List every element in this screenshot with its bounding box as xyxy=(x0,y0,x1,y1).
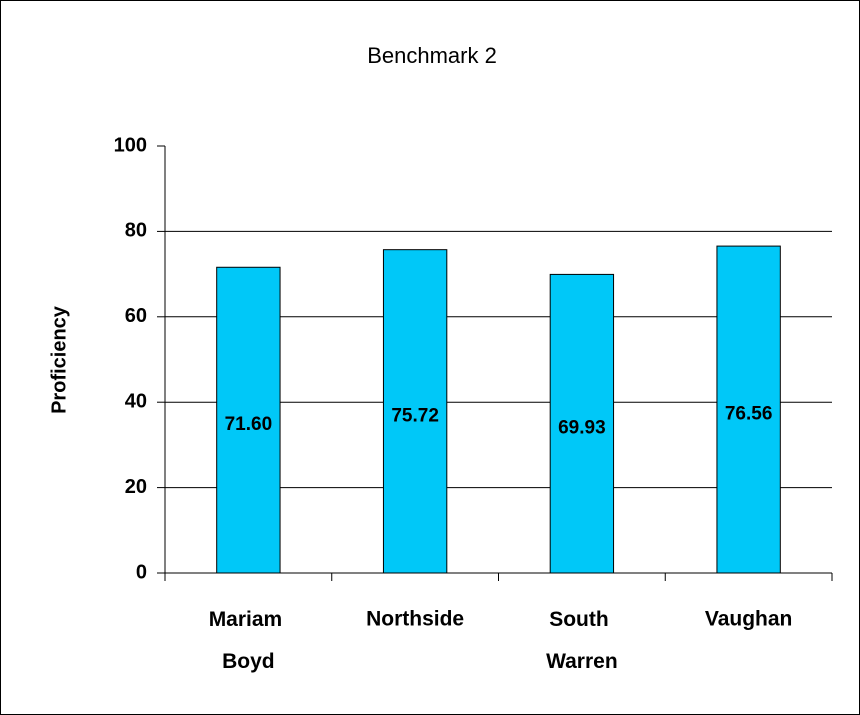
data-label: 69.93 xyxy=(558,418,606,439)
bar xyxy=(716,245,781,574)
y-tick-label: 40 xyxy=(125,390,147,412)
data-label: 71.60 xyxy=(225,414,273,435)
y-tick-label: 60 xyxy=(125,305,147,327)
data-label: 76.56 xyxy=(725,404,773,425)
y-tick-label: 0 xyxy=(136,561,147,583)
x-tick-label: South Warren xyxy=(546,608,618,673)
x-tick-label: Mariam Boyd xyxy=(209,608,288,673)
x-tick-label: Vaughan xyxy=(705,608,793,631)
chart-title: Benchmark 2 xyxy=(367,43,497,68)
y-tick-label: 20 xyxy=(125,476,147,498)
data-label: 75.72 xyxy=(391,405,439,426)
y-tick-label: 100 xyxy=(114,134,147,156)
bar xyxy=(216,266,281,574)
y-axis-title: Proficiency xyxy=(48,305,70,414)
x-tick-label: Northside xyxy=(366,608,464,631)
y-tick-label: 80 xyxy=(125,220,147,242)
